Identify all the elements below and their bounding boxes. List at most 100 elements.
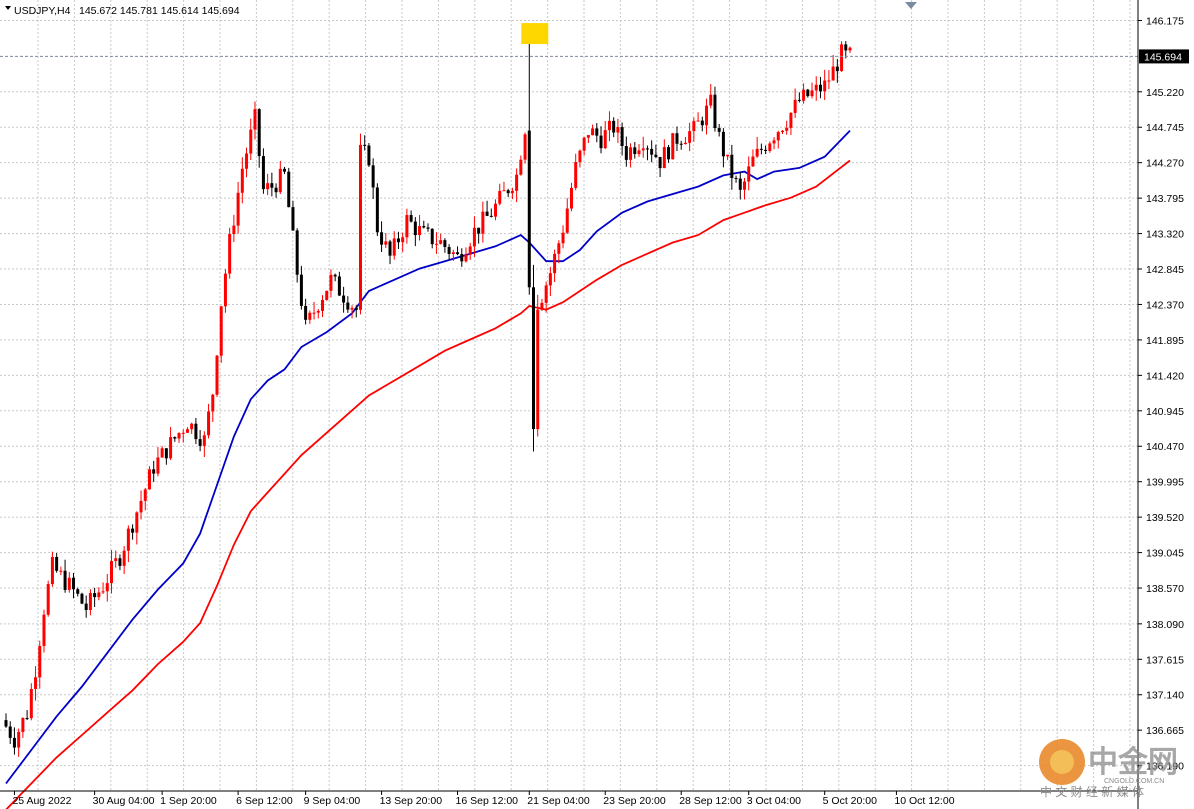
candle-bull [768,143,772,151]
candles [4,36,852,757]
candle-bear [63,570,67,590]
time-tick-label: 25 Aug 2022 [12,795,71,807]
candle-bull [240,168,244,193]
candle-bear [818,84,822,92]
candle-bear [612,120,616,133]
candle-bull [502,190,506,192]
candle-bull [223,273,227,307]
candle-bull [574,162,578,188]
candle-bear [485,211,489,216]
candle-bull [88,593,92,611]
candle-bear [797,99,801,101]
candle-bull [181,432,185,434]
candle-bear [422,226,426,228]
candle-bull [705,105,709,126]
price-tick-label: 143.795 [1146,193,1184,205]
moving-average-slow [5,159,851,809]
candle-bull [641,148,645,151]
candle-bear [8,726,12,738]
candle-bull [126,528,130,551]
candle-bull [793,99,797,113]
candle-bear [93,593,97,598]
candle-bull [114,558,118,562]
candle-bear [844,44,848,51]
candle-bear [409,215,413,222]
candle-bull [726,154,730,157]
candle-bull [253,109,257,130]
highlight-box [521,23,549,45]
candle-bull [169,437,173,459]
candle-bull [321,299,324,311]
candle-bull [97,592,101,598]
candle-bear [654,154,658,158]
candle-bull [177,433,181,439]
candle-bull [215,355,219,395]
candle-bull [709,94,713,106]
candle-bull [67,577,71,590]
candle-bear [658,157,662,169]
candle-bull [591,128,595,136]
time-tick-label: 3 Oct 04:00 [747,795,801,807]
candle-bull [498,190,502,204]
candle-bear [721,131,725,157]
price-tick-label: 136.665 [1146,725,1184,737]
candle-bear [447,247,451,254]
candle-bear [354,307,358,310]
candle-bear [299,274,303,306]
candle-bull [232,225,236,235]
candle-bear [599,135,603,149]
candle-bull [46,584,50,615]
candle-bear [72,577,76,590]
price-tick-label: 146.175 [1146,16,1184,28]
candle-bull [42,614,46,646]
candle-bull [481,211,485,234]
candle-bull [434,243,438,245]
price-tick-label: 140.945 [1146,406,1184,418]
price-tick-label: 140.470 [1146,441,1184,453]
candle-bull [316,310,320,313]
candle-bear [333,274,337,277]
candle-bear [532,287,535,430]
price-tick-label: 137.140 [1146,690,1184,702]
candle-bear [734,177,738,179]
symbol-menu-icon[interactable] [5,6,11,10]
candle-bull [696,120,700,122]
price-tick-label: 141.895 [1146,335,1184,347]
watermark-tagline: 中 文 财 经 新 媒 体 [1040,784,1144,799]
candle-bull [548,273,552,286]
candle-bull [190,423,194,430]
candle-bear [118,558,122,566]
candle-bear [679,143,683,145]
time-tick-label: 1 Sep 20:00 [160,795,217,807]
time-tick-label: 13 Sep 20:00 [380,795,443,807]
watermark: 中金网 CNGOLD.COM.CN 中 文 财 经 新 媒 体 [1039,739,1178,799]
candle-bear [164,448,168,459]
time-tick-label: 16 Sep 12:00 [456,795,519,807]
candle-bull [755,148,759,157]
ohlc-readout: 145.672 145.781 145.614 145.694 [79,5,240,17]
candle-bear [764,149,768,151]
candle-bear [80,593,84,604]
candle-bull [139,500,143,513]
candle-bear [443,240,447,248]
candle-bull [743,181,746,190]
candle-bear [270,183,274,188]
candle-bull [629,147,633,160]
time-tick-label: 9 Sep 04:00 [304,795,361,807]
candle-bear [388,241,392,256]
candle-bear [261,156,265,190]
candle-bull [586,135,590,138]
candle-bull [312,312,316,314]
candle-bull [451,252,455,254]
price-tick-label: 139.520 [1146,512,1184,524]
candle-bull [692,121,696,132]
candle-bull [823,80,827,92]
chart-shift-marker-icon[interactable] [905,2,917,9]
candle-bear [4,720,8,727]
candle-bear [506,190,510,194]
candle-bull [249,129,253,154]
price-tick-label: 145.220 [1146,87,1184,99]
price-tick-label: 136.190 [1146,761,1184,773]
